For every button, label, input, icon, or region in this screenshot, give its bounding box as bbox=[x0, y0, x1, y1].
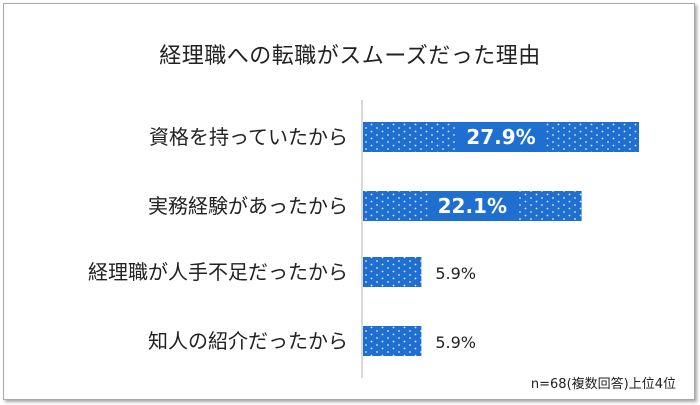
value-label-backdrop bbox=[428, 191, 517, 221]
value-label-backdrop bbox=[457, 122, 545, 152]
category-label: 知人の紹介だったから bbox=[148, 329, 348, 353]
value-label: 5.9% bbox=[435, 333, 476, 352]
bar-dot-pattern bbox=[363, 257, 422, 287]
value-label: 5.9% bbox=[435, 264, 476, 283]
chart-title: 経理職への転職がスムーズだった理由 bbox=[159, 44, 541, 69]
bar-dot-pattern bbox=[363, 326, 422, 356]
sample-note: n=68(複数回答)上位4位 bbox=[530, 377, 676, 392]
category-label: 実務経験があったから bbox=[148, 194, 348, 218]
value-label: 27.9% bbox=[466, 125, 535, 149]
category-label: 経理職が人手不足だったから bbox=[88, 260, 348, 284]
category-label: 資格を持っていたから bbox=[149, 125, 348, 149]
value-label: 22.1% bbox=[438, 194, 507, 218]
